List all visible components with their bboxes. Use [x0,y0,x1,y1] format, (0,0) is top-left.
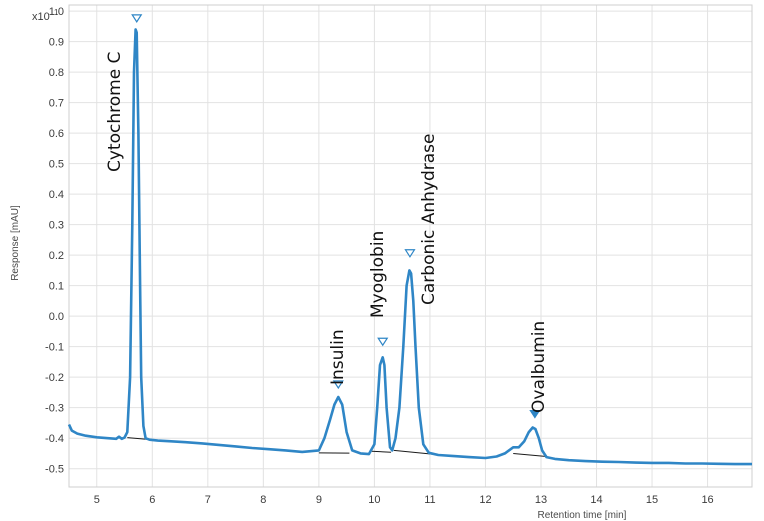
chromatogram-trace [67,28,752,466]
grid [69,5,752,487]
x-tick-label: 8 [260,494,266,506]
peak-label: Cytochrome C [105,52,125,172]
x-tick-label: 14 [590,494,602,506]
scale-factor-label: x10 [32,11,50,23]
y-tick-labels: 1.0 0.9 0.8 0.7 0.6 0.5 0.4 0.3 0.2 0.1 0.0 -0.1 -0.… [45,6,64,476]
y-tick-label: -0.3 [45,403,64,415]
x-tick-label: 10 [368,494,380,506]
peak-label: Ovalbumin [529,321,549,413]
y-tick-label: 0.4 [49,189,64,201]
peak-marker [332,380,344,390]
y-tick-label: 0.8 [49,67,64,79]
plot-frame [68,4,753,488]
peak-markers [131,14,541,419]
x-tick-label: 13 [535,494,547,506]
x-tick-label: 5 [94,494,100,506]
scale-factor-exponent: 1 [54,8,59,17]
y-tick-label: 0.0 [49,311,64,323]
x-tick-label: 16 [701,494,713,506]
y-tick-label: -0.1 [45,342,64,354]
x-tick-label: 12 [479,494,491,506]
peak-labels: Cytochrome C Insulin Myoglobin Carbonic Anh… [105,52,549,413]
y-tick-label: 0.3 [49,220,64,232]
peak-marker [529,409,541,419]
peak-marker [131,14,143,23]
y-tick-label: 1.0 [49,6,64,18]
x-axis-title: Retention time [min] [538,510,627,521]
y-tick-label: 0.9 [49,37,64,49]
y-tick-label: 0.5 [49,159,64,171]
y-tick-label: 0.1 [49,281,64,293]
integration-baseline [513,452,547,457]
x-tick-labels: 5 6 7 8 9 10 11 12 13 14 15 16 [94,494,714,506]
integration-baseline [371,450,392,453]
peak-label: Insulin [328,329,348,385]
y-axis-title: Response [mAU] [10,205,21,281]
peak-marker [377,337,389,347]
y-tick-label: 0.6 [49,128,64,140]
x-tick-label: 9 [316,494,322,506]
y-tick-label: 0.7 [49,98,64,110]
x-tick-label: 15 [646,494,658,506]
peak-label: Carbonic Anhydrase [419,134,439,305]
x-tick-label: 6 [149,494,155,506]
x-tick-label: 11 [424,494,435,506]
peak-label: Myoglobin [368,231,388,318]
peak-marker [404,249,416,258]
y-tick-label: -0.2 [45,372,64,384]
x-tick-label: 7 [205,494,211,506]
y-tick-label: -0.4 [45,433,64,445]
y-tick-label: 0.2 [49,250,64,262]
y-tick-label: -0.5 [45,464,64,476]
